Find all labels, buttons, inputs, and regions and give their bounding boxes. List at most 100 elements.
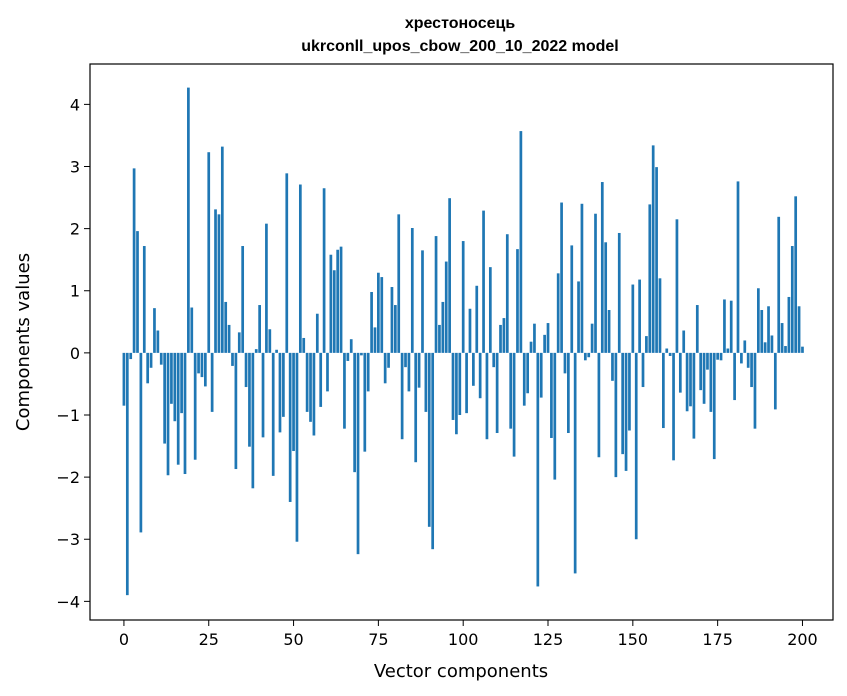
bar-200 <box>801 346 804 353</box>
bar-32 <box>231 352 234 366</box>
bar-143 <box>607 310 611 353</box>
bar-151 <box>634 352 638 540</box>
bar-140 <box>597 352 601 458</box>
x-tick-label: 0 <box>119 630 129 649</box>
bar-78 <box>387 352 390 368</box>
bar-44 <box>271 352 275 476</box>
bar-169 <box>695 305 699 353</box>
bar-186 <box>753 352 757 429</box>
bar-130 <box>563 352 567 374</box>
bar-73 <box>370 291 373 353</box>
bar-172 <box>706 352 709 370</box>
bar-121 <box>533 323 536 353</box>
bar-119 <box>526 352 530 394</box>
bar-135 <box>580 203 584 353</box>
x-tick-label: 125 <box>533 630 564 649</box>
bar-51 <box>295 352 299 542</box>
bar-89 <box>424 352 428 412</box>
bar-164 <box>678 352 682 393</box>
bar-39 <box>254 349 258 353</box>
bar-84 <box>407 352 411 392</box>
bar-142 <box>604 242 608 353</box>
bar-126 <box>550 352 553 438</box>
bar-134 <box>577 281 580 353</box>
bar-57 <box>315 313 319 353</box>
bar-22 <box>197 352 200 374</box>
bar-74 <box>373 327 377 353</box>
bar-152 <box>638 279 641 353</box>
bar-4 <box>136 231 139 353</box>
y-axis-label: Components values <box>13 253 34 431</box>
bar-59 <box>322 188 326 353</box>
bar-148 <box>624 352 628 471</box>
bar-183 <box>743 340 747 353</box>
bar-177 <box>723 299 726 353</box>
bar-102 <box>468 308 472 353</box>
bar-162 <box>672 352 675 461</box>
bar-88 <box>421 250 424 353</box>
bar-38 <box>251 352 255 489</box>
bars-group <box>122 87 804 596</box>
bar-48 <box>285 173 289 353</box>
bar-95 <box>444 261 448 353</box>
bar-105 <box>478 352 482 399</box>
bar-108 <box>488 267 492 353</box>
x-tick-label: 200 <box>787 630 818 649</box>
bar-56 <box>312 352 316 436</box>
bar-5 <box>139 352 143 533</box>
y-tick-label: −1 <box>56 406 80 425</box>
bar-156 <box>651 145 655 353</box>
x-tick-label: 50 <box>283 630 303 649</box>
bar-166 <box>685 352 689 412</box>
bar-29 <box>220 146 224 353</box>
bar-13 <box>166 352 170 476</box>
bar-55 <box>309 352 312 422</box>
bar-61 <box>329 254 333 353</box>
bar-7 <box>146 352 150 384</box>
bar-68 <box>353 352 356 473</box>
bar-144 <box>611 352 614 381</box>
bar-118 <box>522 352 526 406</box>
bar-194 <box>780 323 784 353</box>
bar-196 <box>787 296 791 353</box>
bar-128 <box>556 273 560 353</box>
bar-141 <box>600 182 604 353</box>
bar-185 <box>750 352 753 388</box>
x-tick-label: 75 <box>368 630 388 649</box>
bar-189 <box>763 342 767 353</box>
bar-90 <box>427 352 431 527</box>
bar-94 <box>441 301 445 353</box>
bar-26 <box>210 352 214 412</box>
bar-136 <box>583 352 587 361</box>
bar-14 <box>170 352 173 404</box>
bar-181 <box>736 181 740 353</box>
bar-54 <box>305 352 309 412</box>
x-tick-label: 25 <box>199 630 219 649</box>
bar-145 <box>614 352 618 478</box>
bar-24 <box>203 352 207 387</box>
bar-131 <box>567 352 570 434</box>
bar-171 <box>702 352 706 404</box>
bar-199 <box>797 306 801 353</box>
bar-70 <box>360 352 363 356</box>
bar-65 <box>343 352 346 429</box>
bar-97 <box>451 352 455 420</box>
bar-117 <box>519 131 523 353</box>
bar-129 <box>560 202 563 353</box>
bar-15 <box>173 352 177 422</box>
bar-33 <box>234 352 238 470</box>
bar-43 <box>268 329 272 353</box>
bar-23 <box>200 352 204 378</box>
bar-47 <box>282 352 285 417</box>
bar-16 <box>176 352 180 465</box>
bar-2 <box>129 352 133 360</box>
bar-21 <box>193 352 197 460</box>
bar-46 <box>278 352 282 433</box>
bar-12 <box>163 352 166 444</box>
bar-175 <box>716 352 719 360</box>
chart-title-line2: ukrconll_upos_cbow_200_10_2022 model <box>301 38 618 55</box>
bar-67 <box>349 339 353 353</box>
bar-79 <box>390 287 394 353</box>
